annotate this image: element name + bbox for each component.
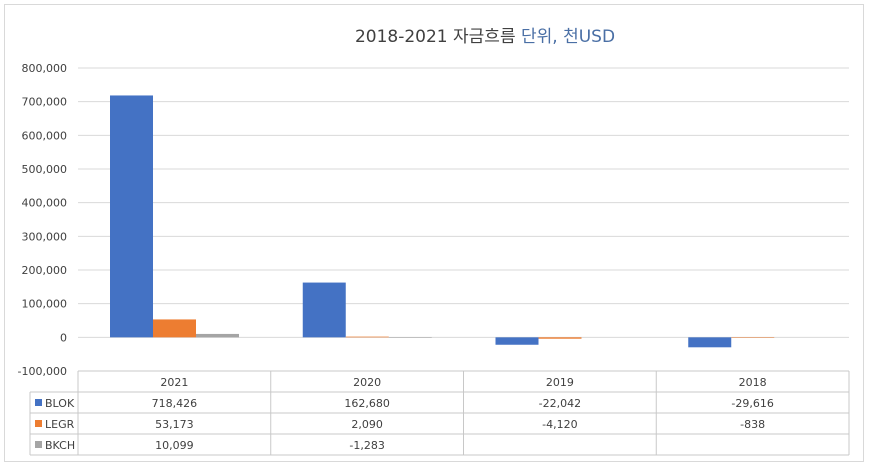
data-label: 53,173	[155, 418, 194, 431]
legend-key-blok	[35, 399, 42, 406]
bar-blok-2020	[302, 282, 346, 338]
legend-label: LEGR	[45, 418, 75, 431]
bar-legr-2021	[153, 319, 196, 338]
data-table: 2021 2020 2019 2018 BLOK 718,426 162,680 -22,04…	[29, 370, 850, 456]
gridlines	[78, 67, 849, 338]
bars	[110, 95, 775, 348]
y-tick-label: 400,000	[22, 197, 68, 210]
data-label: 10,099	[155, 439, 194, 452]
chart-title-unit: 단위, 천USD	[521, 27, 615, 47]
chart-title: 2018-2021 자금흐름 단위, 천USD	[355, 27, 615, 47]
legend-key-legr	[35, 420, 42, 427]
bar-blok-2021	[110, 95, 153, 338]
data-label: 718,426	[152, 397, 198, 410]
y-tick-label: 600,000	[22, 129, 68, 142]
bar-legr-2018	[731, 337, 775, 338]
y-tick-label: 0	[60, 331, 67, 344]
x-tick-label: 2021	[160, 376, 188, 389]
bar-legr-2019	[538, 337, 582, 339]
data-label: -29,616	[731, 397, 773, 410]
y-tick-label: 300,000	[22, 230, 68, 243]
y-tick-label: 700,000	[22, 96, 68, 109]
data-label: -838	[740, 418, 765, 431]
y-tick-label: 800,000	[22, 62, 68, 75]
data-label: 2,090	[351, 418, 383, 431]
legend-key-bkch	[35, 441, 42, 448]
bar-legr-2020	[345, 336, 389, 338]
bar-bkch-2021	[196, 333, 239, 338]
data-label: 162,680	[344, 397, 390, 410]
data-label: -1,283	[349, 439, 384, 452]
data-label: -22,042	[539, 397, 581, 410]
y-tick-label: 500,000	[22, 163, 68, 176]
legend-label: BKCH	[45, 439, 75, 452]
bar-bkch-2020	[388, 337, 432, 338]
y-tick-label: 200,000	[22, 264, 68, 277]
y-tick-label: 100,000	[22, 298, 68, 311]
x-tick-label: 2019	[546, 376, 574, 389]
data-label: -4,120	[542, 418, 577, 431]
legend-label: BLOK	[45, 397, 75, 410]
bar-blok-2018	[688, 337, 732, 348]
chart-title-main: 2018-2021 자금흐름	[355, 27, 521, 47]
x-tick-label: 2020	[353, 376, 381, 389]
bar-blok-2019	[495, 337, 539, 345]
y-tick-label: -100,000	[18, 365, 67, 378]
x-tick-label: 2018	[739, 376, 767, 389]
y-axis-ticks: 800,000 700,000 600,000 500,000 400,000 300,0…	[18, 62, 67, 378]
